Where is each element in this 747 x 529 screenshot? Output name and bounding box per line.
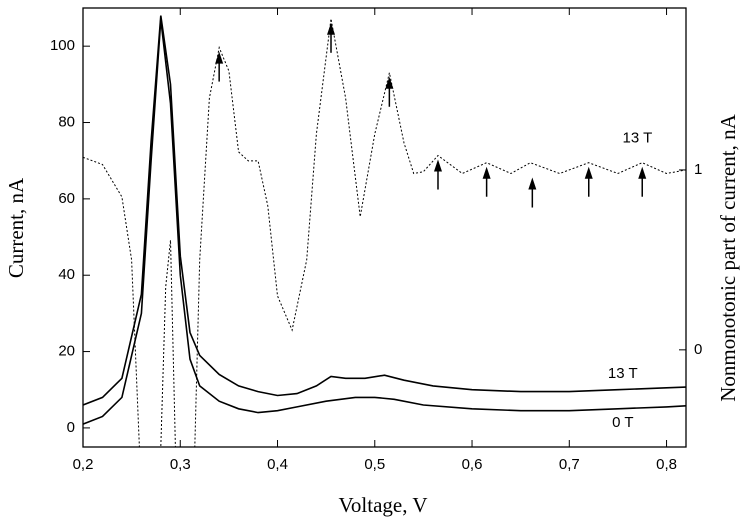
x-tick-label: 0,7 bbox=[559, 456, 580, 473]
x-tick-label: 0,8 bbox=[656, 456, 677, 473]
y2-tick-label: 1 bbox=[694, 161, 702, 178]
peak-arrow bbox=[327, 22, 336, 53]
x-axis-title: Voltage, V bbox=[338, 493, 427, 517]
x-tick-label: 0,3 bbox=[170, 456, 191, 473]
arrow-head bbox=[638, 166, 647, 179]
peak-arrow bbox=[584, 166, 593, 197]
y2-tick-label: 0 bbox=[694, 341, 702, 358]
y-tick-label: 40 bbox=[58, 266, 75, 283]
x-tick-label: 0,6 bbox=[462, 456, 483, 473]
arrow-head bbox=[327, 22, 336, 35]
y-tick-label: 60 bbox=[58, 190, 75, 207]
arrow-head bbox=[584, 166, 593, 179]
series-line bbox=[83, 18, 686, 447]
peak-arrow bbox=[215, 51, 224, 82]
y2-axis-title: Nonmonotonic part of current, nA bbox=[716, 113, 740, 401]
series-line bbox=[83, 19, 686, 425]
y-tick-label: 80 bbox=[58, 113, 75, 130]
x-tick-label: 0,5 bbox=[364, 456, 385, 473]
peak-arrow bbox=[528, 177, 537, 208]
y-tick-label: 100 bbox=[50, 37, 75, 54]
y-tick-label: 20 bbox=[58, 343, 75, 360]
arrow-head bbox=[385, 76, 394, 89]
series-label: 13 T bbox=[622, 130, 652, 147]
y-tick-label: 0 bbox=[67, 419, 75, 436]
arrow-head bbox=[528, 177, 537, 190]
series-label: 0 T bbox=[612, 414, 633, 431]
peak-arrow bbox=[482, 166, 491, 197]
peak-arrow bbox=[385, 76, 394, 107]
series-label: 13 T bbox=[608, 365, 638, 382]
peak-arrow bbox=[433, 159, 442, 190]
plot-area bbox=[83, 15, 686, 447]
plot-frame bbox=[82, 7, 687, 448]
arrow-head bbox=[215, 51, 224, 64]
x-tick-label: 0,4 bbox=[267, 456, 288, 473]
peak-arrow bbox=[638, 166, 647, 197]
y-axis-title: Current, nA bbox=[4, 177, 28, 278]
arrow-head bbox=[482, 166, 491, 179]
x-tick-label: 0,2 bbox=[73, 456, 94, 473]
arrow-head bbox=[433, 159, 442, 172]
